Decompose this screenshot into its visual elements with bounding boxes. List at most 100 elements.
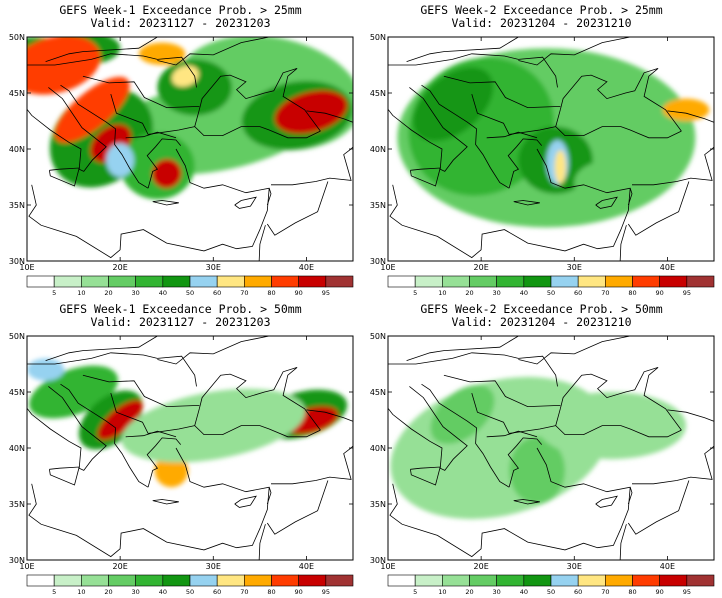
colorbar-swatch: [53, 574, 82, 587]
colorbar-swatch: [135, 574, 164, 587]
outline: [271, 445, 353, 485]
outline: [175, 447, 272, 505]
colorbar-swatch: [162, 574, 191, 587]
latitude-label: 45N: [9, 89, 25, 98]
colorbar-swatch: [108, 275, 136, 288]
outline: [518, 37, 631, 66]
panel-valid-dates: Valid: 20231127 - 20231203: [90, 16, 271, 30]
colorbar-tick-label: 40: [159, 289, 167, 297]
latitude-label: 35N: [370, 500, 386, 509]
probability-area: [106, 143, 135, 177]
colorbar: 5 10 20 30 40 50 60 70 80 90 95: [26, 275, 354, 297]
colorbar-tick-label: 90: [295, 289, 303, 297]
latitude-label: 40N: [370, 444, 386, 453]
colorbar-tick-label: 70: [601, 289, 609, 297]
outline: [125, 430, 177, 438]
outline: [507, 138, 543, 189]
colorbar-tick-label: 30: [132, 588, 140, 596]
outline: [157, 37, 270, 66]
coastlines-borders: [27, 37, 353, 261]
outline: [258, 225, 266, 261]
colorbar-tick-label: 40: [159, 588, 167, 596]
outline: [60, 383, 149, 488]
outline: [486, 131, 538, 139]
colorbar-tick-label: 50: [547, 588, 555, 596]
outline: [507, 437, 543, 488]
colorbar-swatch: [550, 275, 579, 288]
colorbar-tick-label: 90: [295, 588, 303, 596]
colorbar-tick-label: 20: [465, 588, 473, 596]
outline: [559, 68, 682, 132]
longitude-label: 30E: [567, 263, 582, 272]
colorbar-tick-label: 70: [601, 588, 609, 596]
colorbar-tick-label: 10: [438, 588, 446, 596]
longitude-label: 20E: [474, 562, 489, 571]
colorbar-tick-label: 5: [52, 588, 56, 596]
colorbar-swatch: [271, 574, 299, 587]
colorbar-tick-label: 80: [628, 289, 636, 297]
probability-area: [27, 358, 65, 381]
colorbar-tick-label: 5: [413, 289, 417, 297]
colorbar-swatch: [189, 574, 218, 587]
outline: [632, 445, 714, 485]
coastlines-borders: [388, 37, 714, 261]
colorbar-swatch: [325, 574, 354, 587]
outline: [518, 336, 631, 365]
colorbar-swatch: [605, 275, 633, 288]
outline: [443, 75, 561, 109]
colorbar-swatch: [442, 275, 470, 288]
latitude-label: 35N: [9, 500, 25, 509]
panel-week2-50mm: GEFS Week-2 Exceedance Prob. > 50mm Vali…: [361, 299, 722, 598]
outline: [45, 37, 158, 62]
outline: [198, 367, 321, 431]
latitude-label: 30N: [9, 257, 25, 266]
probability-shading: [397, 48, 710, 228]
longitude-label: 30E: [206, 562, 221, 571]
colorbar-swatch: [550, 574, 579, 587]
outline: [667, 409, 714, 422]
colorbar-swatch: [81, 574, 109, 587]
outline: [389, 184, 631, 259]
outline: [388, 352, 558, 387]
outline: [619, 524, 627, 560]
colorbar-swatch: [442, 574, 470, 587]
latitude-label: 40N: [9, 444, 25, 453]
colorbar-swatch: [325, 275, 354, 288]
colorbar-tick-label: 60: [213, 289, 221, 297]
colorbar-swatch: [414, 574, 443, 587]
outline: [45, 336, 158, 361]
outline: [306, 409, 353, 422]
coastlines-borders: [388, 336, 714, 560]
outline: [60, 84, 149, 189]
panel-week1-25mm: GEFS Week-1 Exceedance Prob. > 25mm Vali…: [0, 0, 361, 299]
colorbar: 5 10 20 30 40 50 60 70 80 90 95: [26, 574, 354, 596]
colorbar-swatch: [469, 574, 497, 587]
colorbar-swatch: [496, 275, 525, 288]
probability-area: [97, 400, 143, 440]
outline: [421, 84, 510, 189]
longitude-label: 10E: [380, 562, 395, 571]
colorbar-swatch: [271, 275, 299, 288]
colorbar-swatch: [605, 574, 633, 587]
outline: [595, 495, 618, 508]
colorbar-swatch: [81, 275, 109, 288]
outline: [28, 184, 270, 259]
outline: [389, 483, 631, 558]
outline: [388, 53, 558, 88]
outline: [486, 430, 538, 438]
colorbar-tick-label: 40: [520, 289, 528, 297]
colorbar-swatch: [577, 275, 606, 288]
colorbar-swatch: [686, 574, 715, 587]
probability-area: [171, 65, 199, 87]
colorbar-tick-label: 30: [132, 289, 140, 297]
colorbar-swatch: [216, 275, 245, 288]
outline: [513, 200, 540, 206]
colorbar-tick-label: 20: [465, 289, 473, 297]
outline: [410, 466, 441, 486]
outline: [198, 68, 321, 132]
colorbar-tick-label: 80: [267, 289, 275, 297]
colorbar-tick-label: 60: [574, 588, 582, 596]
outline: [559, 367, 682, 431]
colorbar-swatch: [469, 275, 497, 288]
